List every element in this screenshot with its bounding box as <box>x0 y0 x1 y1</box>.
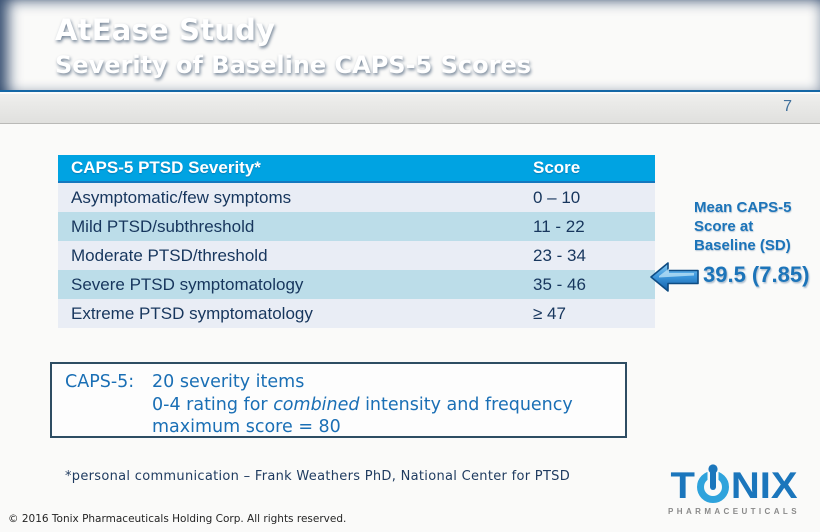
severity-cell: Moderate PTSD/threshold <box>71 245 268 265</box>
table-row: Mild PTSD/subthreshold 11 - 22 <box>58 212 655 241</box>
slide-subtitle: Severity of Baseline CAPS-5 Scores <box>55 51 532 79</box>
caps5-info-box: CAPS-5: 20 severity items 0-4 rating for… <box>50 362 627 438</box>
info-box-label: CAPS-5: <box>65 372 135 392</box>
power-button-icon <box>696 464 729 503</box>
mean-score-label: Mean CAPS-5 Score at Baseline (SD) <box>694 199 792 254</box>
score-cell: 11 - 22 <box>533 216 585 236</box>
table-header-row: CAPS-5 PTSD Severity* Score <box>58 155 655 183</box>
left-block-arrow-icon <box>650 262 699 292</box>
footnote: *personal communication – Frank Weathers… <box>65 469 571 484</box>
info-box-line3: maximum score = 80 <box>152 417 341 437</box>
score-cell: 23 - 34 <box>533 245 586 265</box>
info-box-line1: 20 severity items <box>152 372 305 392</box>
table-row: Asymptomatic/few symptoms 0 – 10 <box>58 183 655 212</box>
info-box-line2: 0-4 rating for combined intensity and fr… <box>152 394 573 415</box>
logo-tagline: PHARMACEUTICALS <box>668 507 800 516</box>
table-row: Severe PTSD symptomatology 35 - 46 <box>58 270 655 299</box>
page-number: 7 <box>783 98 792 115</box>
score-column-header: Score <box>533 158 581 177</box>
severity-cell: Severe PTSD symptomatology <box>71 274 304 294</box>
mean-score-value: 39.5 (7.85) <box>703 262 810 287</box>
table-row: Moderate PTSD/threshold 23 - 34 <box>58 241 655 270</box>
tonix-wordmark: T NIX <box>660 463 808 505</box>
tonix-logo: T NIX PHARMACEUTICALS <box>660 463 808 516</box>
info-box-line2-italic: combined <box>273 394 360 415</box>
score-cell: 0 – 10 <box>533 187 581 207</box>
logo-letters-nix: NIX <box>730 465 798 507</box>
severity-column-header: CAPS-5 PTSD Severity* <box>71 158 261 177</box>
severity-cell: Mild PTSD/subthreshold <box>71 216 255 236</box>
severity-cell: Asymptomatic/few symptoms <box>71 187 292 207</box>
caps5-severity-table: CAPS-5 PTSD Severity* Score Asymptomatic… <box>58 155 655 328</box>
table-row: Extreme PTSD symptomatology ≥ 47 <box>58 299 655 328</box>
header-strip: 7 <box>0 94 820 124</box>
slide-header-banner: AtEase Study Severity of Baseline CAPS-5… <box>0 0 820 92</box>
copyright: © 2016 Tonix Pharmaceuticals Holding Cor… <box>8 513 347 525</box>
score-cell: 35 - 46 <box>533 274 586 294</box>
slide-title: AtEase Study <box>55 13 276 47</box>
score-cell: ≥ 47 <box>533 303 566 323</box>
logo-letter-t: T <box>670 465 695 507</box>
severity-cell: Extreme PTSD symptomatology <box>71 303 313 323</box>
table-body: Asymptomatic/few symptoms 0 – 10 Mild PT… <box>58 183 655 328</box>
